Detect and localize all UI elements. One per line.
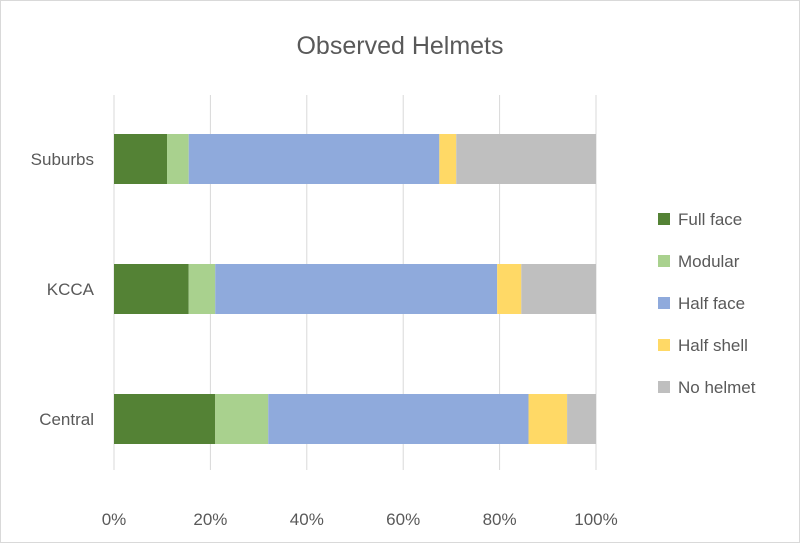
bar-segment-half-shell (439, 134, 457, 184)
x-tick-label: 100% (574, 510, 617, 529)
legend-swatch (658, 297, 670, 309)
bar-segment-modular (215, 394, 269, 444)
legend-swatch (658, 213, 670, 225)
legend-swatch (658, 381, 670, 393)
bar-segment-modular (167, 134, 189, 184)
bar-segment-modular (188, 264, 216, 314)
legend-swatch (658, 255, 670, 267)
x-tick-label: 80% (483, 510, 517, 529)
legend-swatch (658, 339, 670, 351)
chart-title: Observed Helmets (296, 32, 503, 60)
bar-segment-half-face (188, 134, 440, 184)
x-tick-label: 20% (193, 510, 227, 529)
legend-label: Modular (678, 252, 740, 271)
legend-label: Full face (678, 210, 742, 229)
legend-label: Half shell (678, 336, 748, 355)
y-category-label: KCCA (47, 280, 95, 299)
y-axis-categories: Suburbs KCCA Central (31, 150, 95, 429)
x-tick-label: 40% (290, 510, 324, 529)
legend: Full face Modular Half face Half shell No he… (658, 210, 756, 397)
bar-segment-no-helmet (567, 394, 596, 444)
bar-segment-full-face (114, 134, 168, 184)
legend-label: No helmet (678, 378, 756, 397)
x-tick-label: 0% (102, 510, 127, 529)
x-axis-ticks: 0% 20% 40% 60% 80% 100% (102, 510, 618, 529)
bar-segment-no-helmet (521, 264, 596, 314)
bar-segment-half-shell (497, 264, 522, 314)
bars (114, 134, 596, 444)
bar-segment-full-face (114, 394, 216, 444)
bar-segment-half-shell (528, 394, 568, 444)
bar-segment-half-face (215, 264, 498, 314)
y-category-label: Suburbs (31, 150, 94, 169)
bar-segment-full-face (114, 264, 189, 314)
x-tick-label: 60% (386, 510, 420, 529)
bar-segment-half-face (268, 394, 529, 444)
bar-segment-no-helmet (456, 134, 596, 184)
legend-label: Half face (678, 294, 745, 313)
y-category-label: Central (39, 410, 94, 429)
